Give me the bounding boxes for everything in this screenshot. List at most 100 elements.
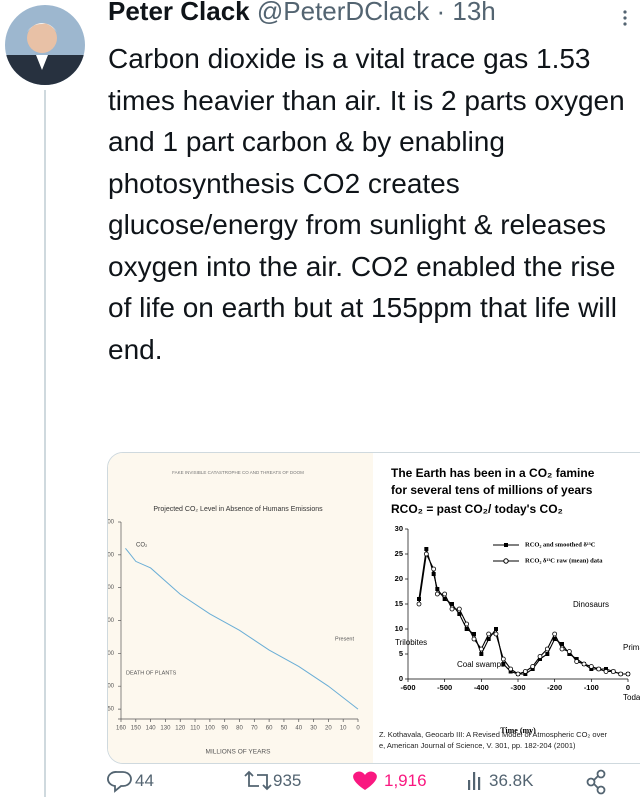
data-point (618, 671, 624, 677)
y-tick-label: 25 (395, 549, 403, 558)
media-chart-left[interactable]: 160 150 140 130 120 110 100 90 80 70 60 50 40 30 20 10 0… (108, 453, 373, 763)
y-tick-label: 150 (108, 707, 115, 713)
data-point (581, 661, 587, 667)
series-label: CO₂ (136, 543, 148, 549)
data-point (530, 664, 536, 669)
more-menu[interactable] (615, 8, 635, 28)
data-point (424, 547, 429, 551)
media[interactable]: 160 150 140 130 120 110 100 90 80 70 60 50 40 30 20 10 0… (107, 452, 640, 764)
view-count[interactable]: 36.8K (489, 771, 534, 790)
chart-title: The Earth has been in a CO₂ famine (391, 466, 595, 480)
separator: · (436, 0, 446, 26)
tweet-header: Peter Clack @PeterDClack · 13h (108, 0, 496, 27)
reply-count[interactable]: 44 (135, 771, 154, 790)
y-tick-label: 15 (395, 599, 403, 608)
data-point (457, 612, 462, 616)
annotation: Dinosaurs (573, 600, 609, 609)
y-tick-label: 000 (108, 585, 115, 591)
x-tick-label: -500 (437, 683, 452, 692)
data-point (450, 602, 454, 606)
legend-label: RCO₂ and smoothed δ¹³C (525, 541, 596, 548)
tweet-text: Carbon dioxide is a vital trace gas 1.53… (108, 43, 625, 365)
data-point (464, 621, 470, 627)
data-point (625, 671, 631, 677)
y-tick-label: 500 (108, 618, 115, 624)
data-point (456, 606, 462, 612)
data-point (538, 657, 542, 661)
annotation: Trilobites (395, 638, 427, 647)
retweet-icon[interactable] (244, 770, 272, 791)
data-point (610, 669, 616, 674)
like-icon[interactable] (353, 771, 377, 790)
retweet-count[interactable]: 935 (273, 771, 302, 790)
data-point (486, 631, 492, 637)
data-point (417, 597, 421, 601)
author-name[interactable]: Peter Clack (108, 0, 250, 26)
x-tick-label: -300 (510, 683, 525, 692)
share-icon[interactable] (586, 769, 606, 795)
x-tick-label: -600 (400, 683, 415, 692)
x-tick-label: 150 (131, 726, 142, 732)
chart-title: Projected CO₂ Level in Absence of Humans… (153, 506, 323, 513)
x-tick-label: 140 (146, 726, 157, 732)
reply-icon[interactable] (107, 771, 132, 793)
data-point (603, 669, 609, 674)
x-tick-label: 110 (190, 726, 200, 732)
thread-rail (5, 5, 85, 797)
x-tick-label: 90 (221, 726, 228, 732)
x-axis-label: MILLIONS OF YEARS (206, 749, 272, 756)
annotation: Present (335, 636, 354, 642)
like-count[interactable]: 1,916 (384, 771, 427, 790)
annotation: Coal swamps (457, 660, 505, 669)
chart-title: for several tens of millions of years (391, 483, 593, 497)
data-point (596, 666, 602, 672)
x-axis-label: Time (my) (500, 726, 536, 735)
data-point (493, 631, 499, 637)
x-tick-label: 10 (340, 726, 347, 732)
avatar[interactable] (5, 5, 85, 85)
y-tick-label: 000 (108, 651, 115, 657)
data-point (574, 659, 580, 664)
chart-header: FAKE INVISIBLE CATASTROPHE CO AND THREAT… (172, 470, 304, 475)
data-point (604, 667, 608, 671)
data-point (515, 671, 521, 677)
views-icon[interactable] (468, 772, 481, 790)
data-point (472, 632, 476, 636)
x-tick-label: 30 (310, 726, 317, 732)
x-tick-label: 50 (281, 726, 288, 732)
data-point (501, 662, 506, 666)
author-handle[interactable]: @PeterDClack (256, 0, 430, 26)
legend-marker (503, 558, 509, 564)
data-point (574, 657, 579, 661)
x-tick-label: 0 (626, 683, 630, 692)
data-point (552, 631, 558, 637)
legend-marker (504, 543, 508, 547)
y-tick-label: 20 (395, 574, 403, 583)
data-point (423, 551, 429, 557)
data-point (552, 637, 557, 641)
annotation: Primates (623, 643, 640, 652)
media-chart-right[interactable]: -600 -500 -400 -300 -200 -100 0 0 5 10 15 20 25 30 Tim… (373, 453, 640, 763)
x-tick-label: 40 (295, 726, 302, 732)
data-point (435, 587, 440, 591)
data-point (523, 672, 528, 676)
y-tick-label: 500 (108, 552, 115, 558)
data-point (479, 652, 484, 656)
data-point (567, 652, 572, 656)
legend-label: RCO₂ δ¹³C raw (mean) data (525, 557, 603, 564)
data-point (442, 597, 447, 601)
x-tick-label: 0 (356, 726, 360, 732)
data-line (125, 547, 359, 710)
x-tick-label: 120 (175, 726, 186, 732)
data-line (418, 548, 628, 675)
x-tick-label: 100 (205, 726, 216, 732)
x-tick-label: -200 (547, 683, 562, 692)
data-point (589, 667, 594, 671)
data-point (544, 646, 550, 652)
data-line (418, 552, 628, 675)
data-point (559, 646, 565, 652)
data-point (500, 656, 506, 662)
data-point (560, 642, 564, 646)
timestamp[interactable]: 13h (452, 0, 496, 26)
